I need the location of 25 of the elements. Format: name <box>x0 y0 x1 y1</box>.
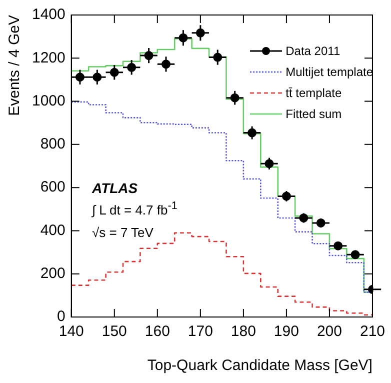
x-tick-label: 200 <box>316 323 342 340</box>
y-tick-label: 1200 <box>32 49 66 66</box>
x-axis-title: Top-Quark Candidate Mass [GeV] <box>147 357 372 374</box>
y-tick-label: 600 <box>40 178 66 196</box>
y-tick-label: 0 <box>57 308 66 326</box>
y-tick-label: 1000 <box>32 92 66 110</box>
x-tick-label: 140 <box>58 323 84 340</box>
x-tick-label: 190 <box>274 323 299 340</box>
x-tick-label: 150 <box>102 323 127 340</box>
y-tick-label: 200 <box>40 265 66 282</box>
legend-label: Data 2011 <box>286 44 340 58</box>
x-tick-label: 170 <box>188 323 213 340</box>
legend-label: Fitted sum <box>286 106 342 120</box>
x-tick-label: 210 <box>360 323 385 340</box>
legend-label: Multijet template <box>286 64 373 78</box>
y-tick-label: 1400 <box>32 6 66 24</box>
legend-label: tt̄ template <box>286 86 342 100</box>
y-tick-label: 800 <box>40 136 66 153</box>
x-tick-label: 160 <box>144 323 170 340</box>
annotation: ∫ L dt = 4.7 fb$^{-1}$ <box>92 200 178 218</box>
annotation: ATLAS <box>92 180 139 196</box>
x-tick-label: 180 <box>230 323 256 340</box>
y-tick-label: 400 <box>40 222 66 239</box>
annotation: √s = 7 TeV <box>92 225 154 240</box>
y-axis-title: Events / 4 GeV <box>6 15 24 116</box>
